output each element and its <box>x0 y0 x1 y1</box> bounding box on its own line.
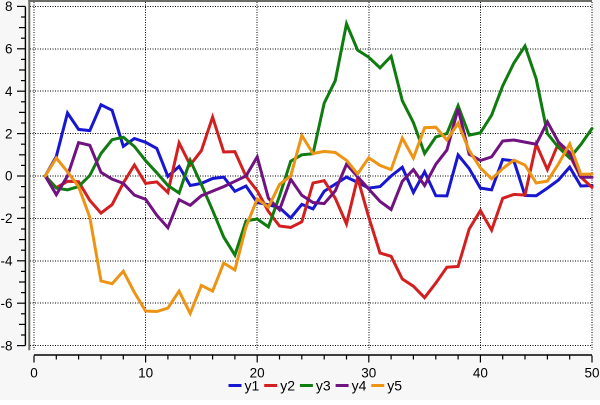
svg-text:10: 10 <box>138 366 153 381</box>
svg-text:y3: y3 <box>316 378 331 394</box>
svg-text:-2: -2 <box>0 211 12 226</box>
svg-text:6: 6 <box>5 42 13 57</box>
svg-text:0: 0 <box>30 366 38 381</box>
svg-text:0: 0 <box>5 169 13 184</box>
svg-text:30: 30 <box>361 366 376 381</box>
svg-text:-4: -4 <box>0 254 12 269</box>
svg-text:2: 2 <box>5 126 13 141</box>
svg-text:y4: y4 <box>352 378 367 394</box>
svg-text:4: 4 <box>5 84 13 99</box>
svg-text:8: 8 <box>5 0 13 14</box>
svg-text:y1: y1 <box>245 378 260 394</box>
svg-text:40: 40 <box>473 366 488 381</box>
svg-text:y2: y2 <box>280 378 295 394</box>
svg-text:-6: -6 <box>0 296 12 311</box>
svg-text:20: 20 <box>250 366 265 381</box>
svg-text:50: 50 <box>584 366 599 381</box>
svg-text:-8: -8 <box>0 338 12 353</box>
svg-text:y5: y5 <box>387 378 402 394</box>
